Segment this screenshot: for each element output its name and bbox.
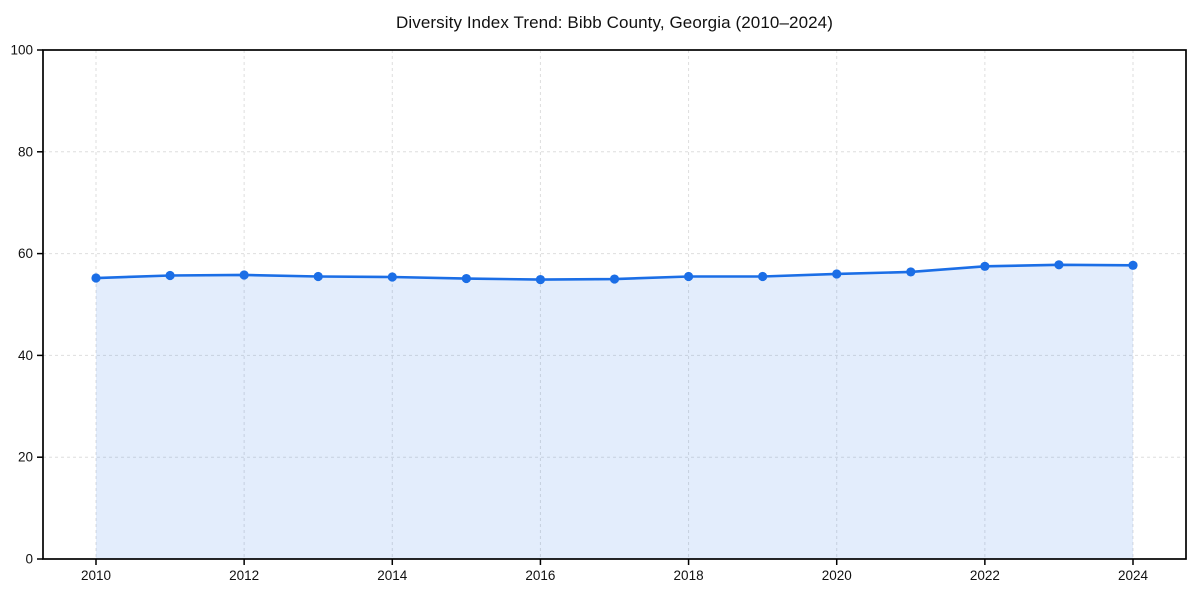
y-tick-label: 20	[18, 450, 33, 465]
data-point-marker	[239, 270, 249, 280]
data-point-marker	[1054, 260, 1064, 270]
y-tick-label: 80	[18, 144, 33, 159]
x-tick-label: 2016	[525, 568, 555, 583]
y-tick-label: 100	[10, 43, 33, 58]
data-point-marker	[758, 271, 768, 282]
x-tick-label: 2024	[1118, 568, 1149, 583]
x-tick-label: 2022	[970, 568, 1000, 583]
data-point-marker	[609, 274, 620, 284]
chart-title: Diversity Index Trend: Bibb County, Geor…	[395, 13, 834, 32]
data-point-marker	[832, 269, 842, 279]
data-point-marker	[387, 272, 397, 282]
x-tick-label: 2010	[81, 568, 111, 583]
data-point-marker	[535, 274, 546, 285]
plot-border	[42, 49, 1187, 560]
x-tick-label: 2018	[674, 568, 704, 583]
data-point-marker	[1128, 260, 1138, 270]
x-tick-label: 2014	[377, 568, 408, 583]
data-point-marker	[906, 267, 916, 277]
data-point-marker	[980, 261, 990, 271]
y-tick-label: 60	[18, 246, 33, 261]
series-area-fill	[96, 264, 1133, 559]
y-tick-label: 0	[25, 552, 33, 567]
data-point-marker	[313, 271, 323, 282]
data-point-marker	[91, 273, 101, 283]
data-point-marker	[165, 270, 175, 281]
x-tick-label: 2020	[822, 568, 852, 583]
y-tick-label: 40	[18, 348, 33, 363]
data-point-marker	[461, 273, 471, 284]
x-tick-label: 2012	[229, 568, 259, 583]
data-point-marker	[683, 271, 694, 282]
